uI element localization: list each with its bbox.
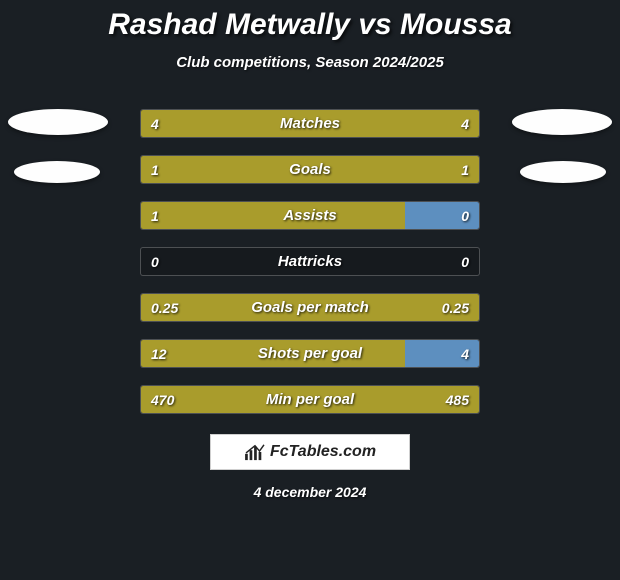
stat-label: Min per goal	[141, 386, 479, 413]
stat-label: Shots per goal	[141, 340, 479, 367]
stat-bars: 44Matches 11Goals 10Assists 00Hattricks 0.25…	[140, 109, 480, 414]
stat-label: Goals	[141, 156, 479, 183]
stat-row: 0.250.25Goals per match	[140, 293, 480, 322]
stat-label: Goals per match	[141, 294, 479, 321]
date-label: 4 december 2024	[254, 484, 367, 500]
stat-label: Matches	[141, 110, 479, 137]
comparison-infographic: Rashad Metwally vs Moussa Club competiti…	[0, 0, 620, 580]
stat-row: 470485Min per goal	[140, 385, 480, 414]
team-badge-placeholder-left-2	[14, 161, 100, 183]
stat-label: Assists	[141, 202, 479, 229]
stat-row: 00Hattricks	[140, 247, 480, 276]
team-badge-placeholder-right-2	[520, 161, 606, 183]
page-subtitle: Club competitions, Season 2024/2025	[176, 54, 444, 71]
stat-row: 44Matches	[140, 109, 480, 138]
bars-icon	[244, 443, 266, 461]
stat-row: 11Goals	[140, 155, 480, 184]
page-title: Rashad Metwally vs Moussa	[108, 8, 511, 42]
stat-label: Hattricks	[141, 248, 479, 275]
stat-row: 10Assists	[140, 201, 480, 230]
watermark-text: FcTables.com	[270, 443, 376, 461]
watermark: FcTables.com	[210, 434, 410, 470]
team-badge-placeholder-left-1	[8, 109, 108, 135]
team-badge-placeholder-right-1	[512, 109, 612, 135]
chart-area: 44Matches 11Goals 10Assists 00Hattricks 0.25…	[0, 109, 620, 414]
stat-row: 124Shots per goal	[140, 339, 480, 368]
